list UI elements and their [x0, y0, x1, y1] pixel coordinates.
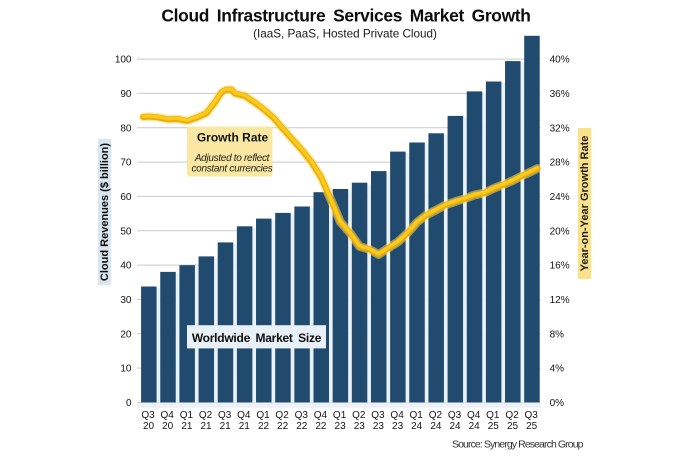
- svg-text:22: 22: [315, 421, 327, 432]
- svg-text:30: 30: [120, 295, 132, 306]
- svg-text:Q4: Q4: [467, 410, 481, 421]
- svg-text:12%: 12%: [550, 295, 570, 306]
- svg-text:8%: 8%: [550, 329, 565, 340]
- svg-text:Year-on-Year Growth Rate: Year-on-Year Growth Rate: [579, 136, 591, 272]
- svg-text:24: 24: [469, 421, 481, 432]
- svg-text:(IaaS, PaaS, Hosted Private Cl: (IaaS, PaaS, Hosted Private Cloud): [253, 27, 437, 40]
- svg-text:16%: 16%: [550, 261, 570, 272]
- svg-text:Q3: Q3: [371, 410, 385, 421]
- svg-text:25: 25: [488, 421, 500, 432]
- svg-text:Adjusted to reflect: Adjusted to reflect: [194, 153, 271, 164]
- svg-text:20: 20: [120, 329, 132, 340]
- svg-text:Q1: Q1: [256, 410, 270, 421]
- svg-text:90: 90: [120, 89, 132, 100]
- svg-text:Q3: Q3: [525, 410, 539, 421]
- svg-text:36%: 36%: [550, 89, 570, 100]
- svg-text:constant currencies: constant currencies: [191, 163, 272, 174]
- svg-text:Q3: Q3: [295, 410, 309, 421]
- svg-text:Q2: Q2: [505, 410, 519, 421]
- svg-text:Q4: Q4: [161, 410, 175, 421]
- svg-text:21: 21: [220, 421, 232, 432]
- svg-text:0%: 0%: [550, 398, 565, 409]
- svg-text:Q4: Q4: [314, 410, 328, 421]
- svg-text:Source: Synergy Research Group: Source: Synergy Research Group: [452, 438, 584, 450]
- svg-text:100: 100: [115, 55, 132, 66]
- svg-text:25: 25: [526, 421, 538, 432]
- svg-text:70: 70: [120, 158, 132, 169]
- svg-text:Worldwide Market Size: Worldwide Market Size: [192, 331, 322, 345]
- svg-text:24: 24: [449, 421, 461, 432]
- svg-text:24%: 24%: [550, 192, 570, 203]
- svg-text:21: 21: [239, 421, 251, 432]
- svg-text:Q2: Q2: [429, 410, 443, 421]
- svg-text:40: 40: [120, 261, 132, 272]
- svg-text:22: 22: [277, 421, 289, 432]
- svg-text:Q2: Q2: [352, 410, 366, 421]
- svg-text:21: 21: [181, 421, 193, 432]
- svg-text:Q3: Q3: [448, 410, 462, 421]
- svg-text:28%: 28%: [550, 158, 570, 169]
- svg-text:Growth Rate: Growth Rate: [197, 131, 269, 145]
- svg-text:23: 23: [335, 421, 347, 432]
- svg-text:Cloud Revenues ($ billion): Cloud Revenues ($ billion): [99, 143, 111, 281]
- svg-text:10: 10: [120, 364, 132, 375]
- svg-text:Q4: Q4: [390, 410, 404, 421]
- svg-text:Q1: Q1: [333, 410, 347, 421]
- svg-text:23: 23: [354, 421, 366, 432]
- svg-text:60: 60: [120, 192, 132, 203]
- svg-text:21: 21: [200, 421, 212, 432]
- svg-text:80: 80: [120, 123, 132, 134]
- svg-text:40%: 40%: [550, 55, 570, 66]
- svg-text:24: 24: [430, 421, 442, 432]
- svg-text:32%: 32%: [550, 123, 570, 134]
- svg-text:Q1: Q1: [410, 410, 424, 421]
- svg-text:Q4: Q4: [237, 410, 251, 421]
- svg-text:22: 22: [296, 421, 308, 432]
- svg-text:Q1: Q1: [180, 410, 194, 421]
- svg-text:23: 23: [392, 421, 404, 432]
- svg-text:0: 0: [126, 398, 132, 409]
- svg-text:24: 24: [411, 421, 423, 432]
- svg-text:22: 22: [258, 421, 270, 432]
- svg-text:Q1: Q1: [486, 410, 500, 421]
- svg-text:20: 20: [143, 421, 155, 432]
- svg-text:23: 23: [373, 421, 385, 432]
- svg-text:25: 25: [507, 421, 519, 432]
- svg-text:Q3: Q3: [141, 410, 155, 421]
- svg-text:50: 50: [120, 226, 132, 237]
- svg-text:Q3: Q3: [218, 410, 232, 421]
- svg-text:20%: 20%: [550, 226, 570, 237]
- svg-text:20: 20: [162, 421, 174, 432]
- svg-text:Q2: Q2: [199, 410, 213, 421]
- svg-text:4%: 4%: [550, 364, 565, 375]
- svg-text:Q2: Q2: [275, 410, 289, 421]
- svg-text:Cloud Infrastructure Services: Cloud Infrastructure Services Market Gro…: [161, 6, 530, 26]
